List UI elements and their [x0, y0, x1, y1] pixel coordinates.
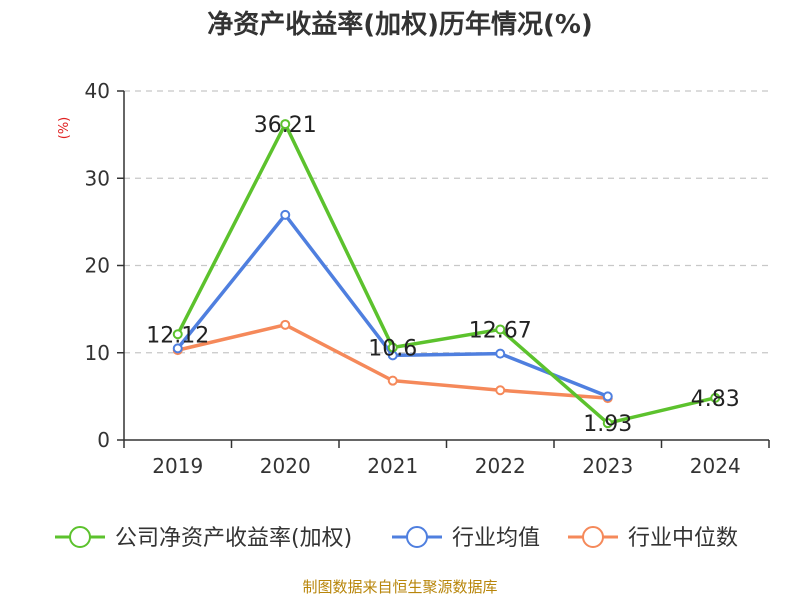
data-label-2023: 1.93	[583, 412, 632, 437]
x-tick-label-2020: 2020	[260, 454, 311, 478]
legend-item-1[interactable]: 行业均值	[392, 526, 540, 551]
data-label-2022: 12.67	[469, 318, 532, 343]
data-point-0-2019[interactable]	[172, 329, 183, 340]
data-point-0-2024[interactable]	[710, 392, 721, 403]
series-line-0	[176, 122, 716, 425]
data-label-2019: 12.12	[146, 323, 209, 348]
data-label-2020: 36.21	[254, 113, 317, 138]
series-1	[172, 209, 613, 402]
legend-label-0: 公司净资产收益率(加权)	[115, 526, 352, 551]
data-point-0-2023[interactable]	[602, 418, 613, 429]
y-axis-label: (%)	[57, 117, 72, 140]
x-tick-labels: 2019 2020 2021 2022 2023 2024	[152, 454, 740, 478]
data-point-1-2019[interactable]	[172, 343, 183, 354]
chart-title: 净资产收益率(加权)历年情况(%)	[207, 10, 593, 40]
data-point-0-2021[interactable]	[387, 342, 398, 353]
legend-swatch-marker-0	[69, 526, 91, 548]
x-tick-label-2023: 2023	[582, 454, 633, 478]
y-tick-label-10: 10	[85, 341, 110, 365]
x-tick-label-2019: 2019	[152, 454, 203, 478]
legend-label-1: 行业均值	[452, 526, 540, 551]
source-note: 制图数据来自恒生聚源数据库	[302, 578, 498, 596]
data-point-2-2020[interactable]	[280, 319, 291, 330]
legend-item-2[interactable]: 行业中位数	[568, 526, 738, 551]
x-tick-label-2022: 2022	[475, 454, 526, 478]
data-point-2-2022[interactable]	[495, 385, 506, 396]
data-point-1-2023[interactable]	[602, 391, 613, 402]
y-tick-label-30: 30	[85, 166, 110, 190]
x-tick-label-2024: 2024	[690, 454, 741, 478]
y-tick-label-20: 20	[85, 254, 110, 278]
data-point-1-2020[interactable]	[280, 209, 291, 220]
data-point-0-2020[interactable]	[280, 119, 291, 130]
grid-lines	[124, 90, 769, 354]
x-tick-label-2021: 2021	[367, 454, 418, 478]
y-tick-label-0: 0	[97, 428, 110, 452]
data-labels: 12.12 36.21 10.6 12.67 1.93 4.83	[146, 113, 739, 437]
series-group	[172, 119, 721, 429]
legend-swatch-marker-1	[406, 526, 428, 548]
legend-swatch-marker-2	[582, 526, 604, 548]
data-label-2021: 10.6	[368, 337, 417, 362]
legend-label-2: 行业中位数	[628, 526, 738, 551]
y-tick-label-40: 40	[85, 79, 110, 103]
legend: 公司净资产收益率(加权) 行业均值 行业中位数	[55, 526, 738, 551]
legend-item-0[interactable]: 公司净资产收益率(加权)	[55, 526, 352, 551]
y-tick-labels: 0 10 20 30 40	[85, 79, 110, 452]
data-point-0-2022[interactable]	[495, 324, 506, 335]
axes	[117, 90, 770, 448]
data-point-1-2022[interactable]	[495, 348, 506, 359]
data-label-2024: 4.83	[691, 387, 740, 412]
series-0	[172, 119, 721, 429]
data-point-2-2021[interactable]	[387, 375, 398, 386]
